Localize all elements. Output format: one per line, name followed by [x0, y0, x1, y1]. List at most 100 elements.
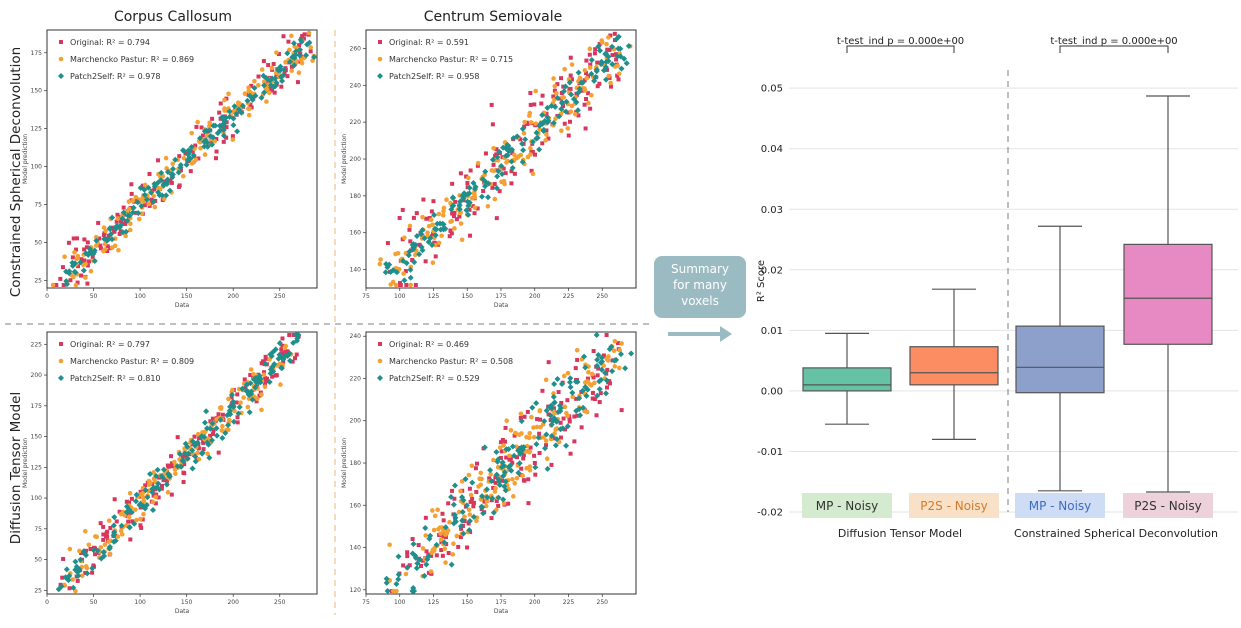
patch2self-point — [153, 473, 160, 480]
marchenko-pastur-point — [534, 424, 540, 430]
patch2self-point — [423, 561, 430, 568]
original-point — [562, 427, 567, 432]
patch2self-point — [464, 198, 471, 205]
patch2self-point — [271, 361, 278, 368]
marchenko-pastur-point — [393, 282, 399, 288]
patch2self-point — [228, 391, 235, 398]
original-point — [75, 236, 80, 241]
marchenko-pastur-point — [495, 464, 501, 470]
patch2self-point — [411, 259, 418, 266]
original-point — [121, 205, 126, 210]
marchenko-pastur-point — [306, 30, 312, 36]
original-point — [105, 529, 110, 534]
original-point — [493, 153, 498, 158]
patch2self-point — [106, 225, 113, 232]
patch2self-point — [522, 136, 529, 143]
x-axis-label: Data — [494, 608, 509, 615]
patch2self-point — [58, 583, 65, 590]
original-point — [169, 180, 174, 185]
patch2self-point — [150, 198, 157, 205]
patch2self-point — [541, 418, 548, 425]
box-label-badge — [802, 493, 892, 518]
marchenko-pastur-point — [274, 50, 279, 55]
patch2self-point — [421, 572, 428, 579]
original-point — [248, 102, 253, 107]
original-point — [446, 501, 451, 506]
marchenko-pastur-point — [102, 542, 108, 547]
marchenko-pastur-point — [408, 282, 413, 288]
marchenko-pastur-point — [130, 198, 136, 204]
patch2self-point — [576, 395, 583, 402]
x-tick-label: 225 — [563, 293, 575, 300]
patch2self-point — [155, 189, 162, 196]
original-point — [557, 96, 562, 101]
patch2self-point — [118, 222, 125, 229]
marchenko-pastur-point — [134, 517, 139, 523]
patch2self-point — [554, 94, 561, 101]
original-point — [494, 216, 499, 221]
box-label: P2S - Noisy — [1134, 499, 1201, 513]
marchenko-pastur-point — [531, 434, 537, 440]
original-point — [401, 563, 406, 568]
patch2self-point — [593, 332, 600, 338]
original-point — [583, 126, 588, 131]
patch2self-point — [110, 522, 117, 529]
legend-label: Original: R² = 0.591 — [389, 38, 469, 47]
x-tick-label: 50 — [90, 293, 98, 300]
original-point — [286, 39, 291, 44]
patch2self-point — [118, 522, 125, 529]
marchenko-pastur-point — [77, 548, 82, 554]
marchenko-pastur-point — [181, 155, 187, 161]
y-tick-label: 240 — [350, 82, 362, 89]
patch2self-point — [602, 50, 609, 57]
patch2self-point — [269, 75, 276, 82]
original-point — [407, 563, 412, 568]
patch2self-point — [502, 487, 509, 494]
original-point — [546, 360, 551, 365]
marchenko-pastur-point — [93, 243, 99, 248]
patch2self-point — [496, 148, 503, 155]
marchenko-pastur-point — [139, 211, 145, 216]
original-point — [467, 486, 472, 491]
marchenko-pastur-point — [266, 90, 272, 96]
patch2self-point — [151, 183, 158, 190]
patch2self-point — [184, 443, 191, 450]
patch2self-point — [279, 77, 286, 84]
marchenko-pastur-point — [440, 213, 446, 218]
original-point — [192, 434, 197, 439]
patch2self-point — [498, 464, 505, 471]
marchenko-pastur-point — [308, 45, 314, 50]
original-point — [482, 499, 487, 504]
marchenko-pastur-point — [248, 367, 254, 372]
original-point — [546, 412, 551, 417]
patch2self-point — [178, 463, 185, 470]
original-point — [446, 550, 451, 555]
patch2self-point — [493, 449, 500, 456]
original-point — [235, 420, 240, 425]
original-point — [491, 162, 496, 167]
original-point — [537, 451, 542, 456]
patch2self-point — [547, 412, 554, 419]
marchenko-pastur-point — [141, 511, 146, 517]
marchenko-pastur-point — [390, 279, 396, 285]
patch2self-point — [481, 444, 488, 451]
original-point — [265, 376, 270, 381]
patch2self-point — [410, 540, 417, 547]
original-point — [267, 86, 272, 91]
patch2self-point — [142, 505, 149, 512]
original-point — [104, 534, 109, 539]
marchenko-pastur-point — [219, 428, 225, 433]
marchenko-pastur-point — [170, 161, 175, 167]
original-point — [567, 119, 572, 124]
original-point — [180, 454, 185, 459]
original-point — [182, 462, 187, 467]
patch2self-point — [230, 418, 237, 425]
original-point — [540, 141, 545, 146]
patch2self-point — [577, 412, 584, 419]
original-point — [138, 523, 143, 528]
patch2self-point — [460, 530, 467, 537]
y-tick-label: 160 — [350, 502, 362, 509]
patch2self-point — [572, 378, 579, 385]
original-point — [165, 478, 170, 483]
patch2self-point — [412, 552, 419, 559]
